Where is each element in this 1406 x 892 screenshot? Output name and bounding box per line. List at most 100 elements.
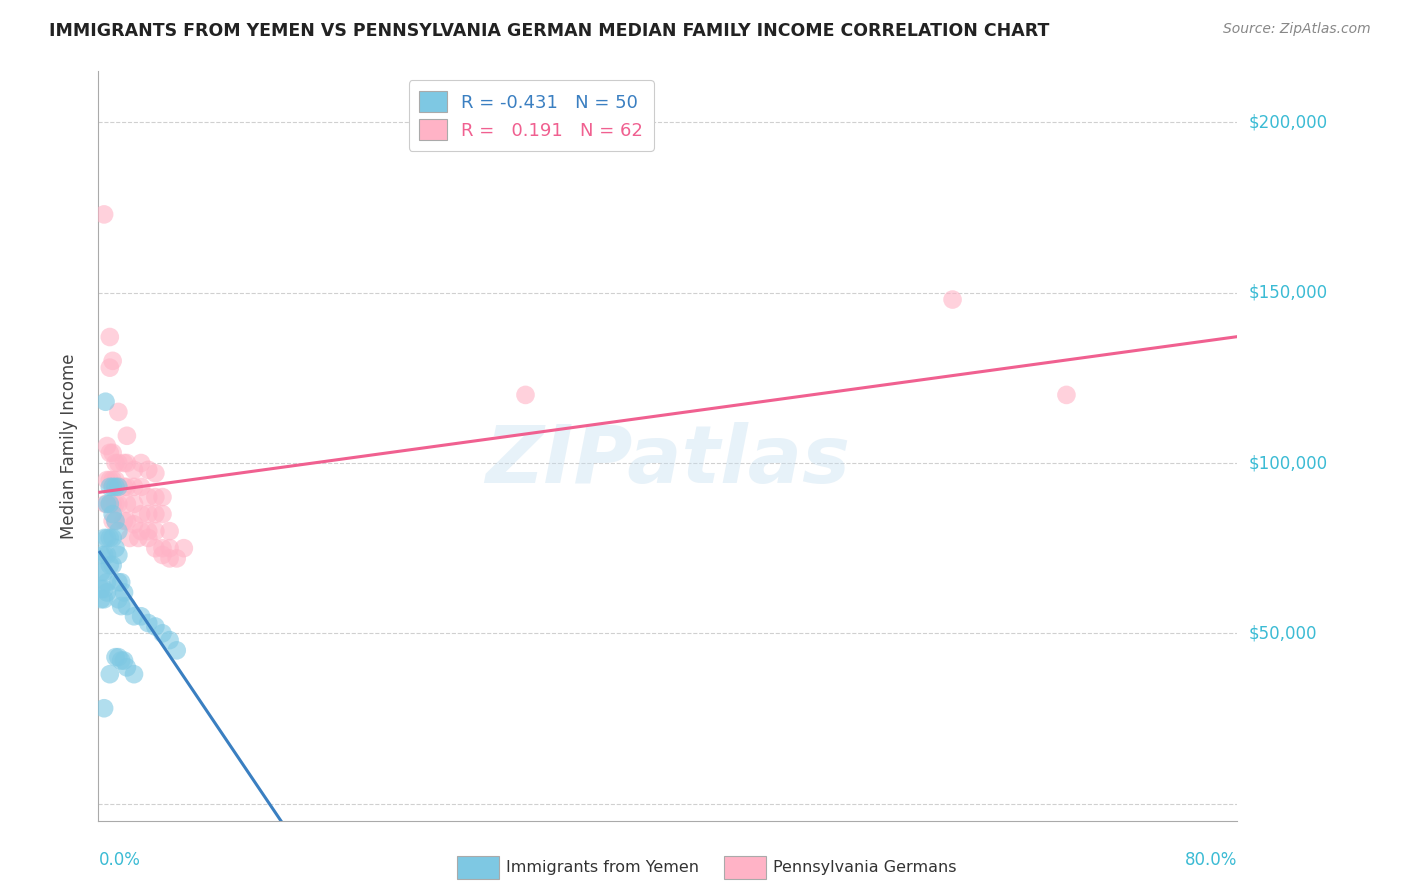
Point (110, 654, 132, 668)
Point (515, 388, 537, 402)
Point (98, 360, 121, 375)
Point (136, 616, 159, 631)
Point (152, 548, 174, 562)
Text: $50,000: $50,000 (1249, 624, 1317, 642)
Point (107, 405, 129, 419)
Text: $150,000: $150,000 (1249, 284, 1327, 301)
Point (122, 609, 145, 624)
Point (104, 456, 127, 470)
Point (101, 497, 124, 511)
Point (145, 541, 167, 556)
Point (136, 490, 159, 504)
Point (136, 507, 159, 521)
Point (101, 507, 124, 521)
Text: 0.0%: 0.0% (98, 851, 141, 869)
Point (90, 582, 112, 596)
Point (145, 524, 167, 538)
Point (118, 531, 141, 545)
Point (93, 592, 115, 607)
Point (107, 480, 129, 494)
Point (96, 548, 118, 562)
Point (152, 490, 174, 504)
Legend: R = -0.431   N = 50, R =   0.191   N = 62: R = -0.431 N = 50, R = 0.191 N = 62 (409, 80, 654, 151)
Point (112, 514, 135, 528)
Point (145, 467, 167, 481)
Point (101, 531, 124, 545)
Point (129, 609, 152, 624)
Point (93, 701, 115, 715)
Point (173, 541, 195, 556)
Text: $200,000: $200,000 (1249, 113, 1327, 131)
Point (96, 439, 118, 453)
Point (942, 293, 965, 307)
Point (136, 463, 159, 477)
Point (101, 514, 124, 528)
Point (115, 514, 138, 528)
Point (112, 456, 135, 470)
Point (98, 558, 121, 573)
Point (122, 667, 145, 681)
Point (122, 497, 145, 511)
Point (93, 565, 115, 579)
Point (115, 480, 138, 494)
Point (127, 531, 149, 545)
Point (122, 517, 145, 532)
Point (96, 473, 118, 487)
Text: IMMIGRANTS FROM YEMEN VS PENNSYLVANIA GERMAN MEDIAN FAMILY INCOME CORRELATION CH: IMMIGRANTS FROM YEMEN VS PENNSYLVANIA GE… (49, 22, 1050, 40)
Point (152, 541, 174, 556)
Point (104, 541, 127, 556)
Point (159, 524, 181, 538)
Point (145, 490, 167, 504)
Point (115, 599, 138, 613)
Point (101, 446, 124, 460)
Point (96, 585, 118, 599)
Point (159, 551, 181, 566)
Point (98, 446, 121, 460)
Point (122, 463, 145, 477)
Point (136, 531, 159, 545)
Point (145, 619, 167, 633)
Point (101, 558, 124, 573)
Point (98, 497, 121, 511)
Point (129, 507, 152, 521)
Point (122, 480, 145, 494)
Point (104, 497, 127, 511)
Point (98, 531, 121, 545)
Point (96, 497, 118, 511)
Point (98, 330, 121, 344)
Point (112, 480, 135, 494)
Point (93, 207, 115, 221)
Point (145, 507, 167, 521)
Y-axis label: Median Family Income: Median Family Income (59, 353, 77, 539)
Point (107, 650, 129, 665)
Point (101, 480, 124, 494)
Point (104, 473, 127, 487)
Point (136, 524, 159, 538)
Point (159, 541, 181, 556)
Point (96, 575, 118, 590)
Point (104, 650, 127, 665)
Point (152, 507, 174, 521)
Point (101, 473, 124, 487)
Point (98, 667, 121, 681)
Point (90, 565, 112, 579)
Point (93, 548, 115, 562)
Point (166, 643, 188, 657)
Point (112, 585, 135, 599)
Point (94, 394, 117, 409)
Point (110, 575, 132, 590)
Point (107, 524, 129, 538)
Point (98, 497, 121, 511)
Point (104, 514, 127, 528)
Point (115, 429, 138, 443)
Point (166, 551, 188, 566)
Point (115, 497, 138, 511)
Text: ZIPatlas: ZIPatlas (485, 422, 851, 500)
Point (98, 473, 121, 487)
Point (98, 480, 121, 494)
Point (94, 497, 117, 511)
Point (112, 654, 135, 668)
Text: Source: ZipAtlas.com: Source: ZipAtlas.com (1223, 22, 1371, 37)
Text: Pennsylvania Germans: Pennsylvania Germans (773, 861, 957, 875)
Point (90, 548, 112, 562)
